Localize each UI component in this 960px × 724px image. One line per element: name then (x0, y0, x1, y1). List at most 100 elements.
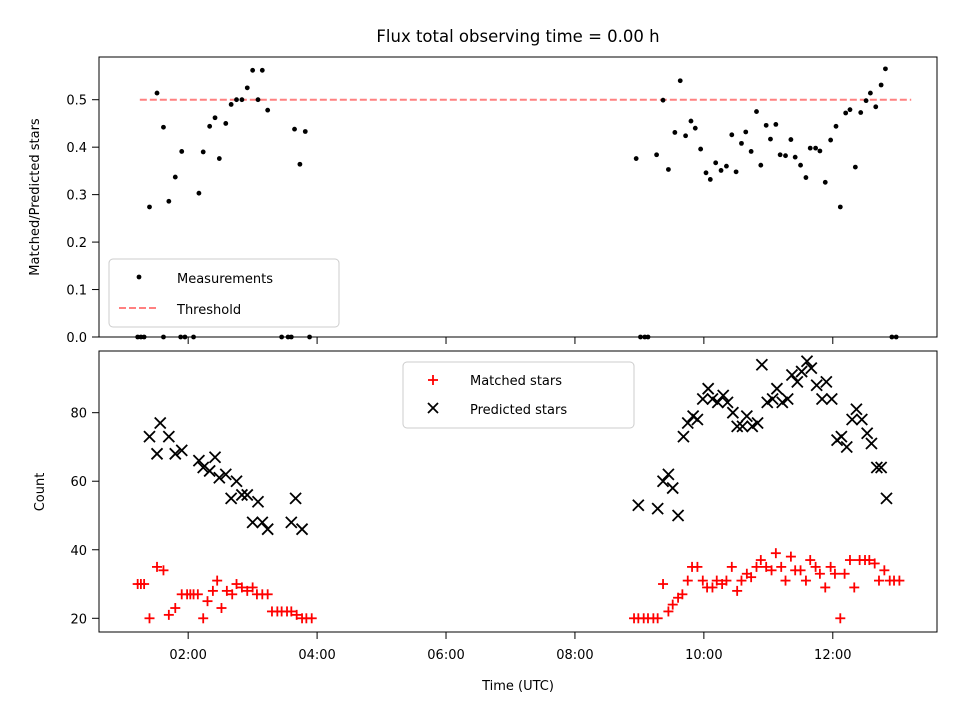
measurement-point (633, 156, 639, 161)
matched-star-point (152, 561, 163, 572)
count-xtick-label: 06:00 (427, 648, 464, 663)
matched-star-point (795, 565, 806, 576)
predicted-star-point (825, 392, 838, 406)
matched-star-point (212, 575, 223, 586)
predicted-star-point (256, 516, 269, 529)
matched-star-point (755, 555, 766, 566)
measurement-point (212, 115, 218, 121)
matched-star-point (751, 561, 762, 572)
ratio-ytick-label: 0.0 (66, 331, 87, 346)
measurement-point (807, 145, 813, 151)
legend-measurements-marker (136, 274, 142, 280)
matched-star-point (810, 561, 821, 572)
predicted-star-point (870, 461, 883, 474)
predicted-star-point (295, 523, 309, 536)
matched-star-point (663, 606, 674, 617)
measurement-point (763, 122, 769, 128)
measurement-point (718, 168, 724, 173)
predicted-star-point (761, 396, 774, 409)
matched-star-point (829, 568, 840, 579)
measurement-point (798, 162, 803, 168)
measurement-point (707, 177, 713, 182)
measurement-point (265, 107, 271, 113)
measurement-point (858, 110, 864, 115)
ratio-ytick-label: 0.2 (66, 236, 87, 251)
ratio-ytick-label: 0.1 (66, 284, 87, 299)
count-xtick-label: 12:00 (814, 648, 851, 663)
ratio-legend: Measurements Threshold (108, 258, 340, 328)
measurement-point (683, 133, 688, 139)
matched-star-point (216, 603, 227, 614)
measurement-point (743, 129, 749, 135)
measurement-point (729, 132, 735, 138)
measurement-point (161, 124, 166, 130)
predicted-star-point (261, 523, 274, 536)
measurement-point (154, 90, 160, 96)
matched-star-point (242, 585, 253, 596)
measurement-point (207, 123, 213, 129)
ratio-plot-panel: Matched/Predicted stars 0.0 0.1 0.2 0.3 0.4 0… (28, 56, 938, 346)
legend-matched-label: Matched stars (470, 374, 562, 389)
measurement-point (677, 78, 683, 84)
matched-star-point (770, 548, 781, 559)
predicted-star-point (230, 475, 243, 488)
matched-star-point (849, 582, 860, 593)
ratio-plot-frame (98, 56, 938, 338)
measurement-point (688, 118, 694, 124)
predicted-star-point (677, 430, 690, 443)
measurement-point (724, 163, 729, 169)
ratio-ytick-label: 0.5 (66, 94, 87, 109)
matched-star-point (697, 575, 708, 586)
count-ytick-label: 60 (70, 475, 87, 490)
measurement-point (297, 161, 303, 167)
matched-star-point (139, 579, 150, 590)
matched-star-point (247, 582, 258, 593)
count-plot-frame (98, 350, 938, 633)
measurement-point (733, 169, 739, 175)
matched-star-point (844, 555, 855, 566)
predicted-star-point (736, 420, 749, 433)
predicted-star-point (702, 382, 715, 395)
predicted-star-point (751, 416, 764, 430)
matched-star-point (766, 565, 777, 576)
predicted-star-point (810, 379, 823, 392)
measurement-point (292, 126, 297, 132)
measurement-point (698, 146, 704, 152)
matched-star-point (805, 555, 816, 566)
matched-star-point (236, 582, 247, 593)
count-xtick-label: 02:00 (169, 648, 206, 663)
count-ytick-label: 80 (70, 407, 87, 422)
count-xtick-label: 08:00 (556, 648, 593, 663)
measurement-point (255, 97, 261, 103)
predicted-star-point (175, 444, 188, 457)
matched-star-point (776, 561, 787, 572)
predicted-star-point (865, 437, 878, 450)
predicted-star-point (213, 471, 226, 484)
measurement-point (847, 107, 853, 113)
matched-star-point (306, 613, 317, 624)
matched-star-point (726, 561, 737, 572)
count-ytick-label: 40 (70, 544, 87, 559)
measurement-point (692, 125, 698, 131)
matched-star-point (873, 575, 884, 586)
predicted-star-point (651, 502, 664, 515)
matched-star-point (202, 596, 213, 607)
matched-star-point (667, 599, 678, 610)
measurement-point (777, 152, 783, 158)
predicted-star-point (770, 382, 784, 395)
predicted-star-point (162, 430, 175, 443)
ratio-ylabel: Matched/Predicted stars (28, 118, 43, 276)
matched-star-point (262, 589, 273, 600)
matched-star-point (707, 582, 718, 593)
predicted-star-point (874, 461, 888, 474)
predicted-star-point (805, 361, 818, 375)
measurement-point (259, 67, 265, 73)
predicted-star-point (711, 396, 724, 409)
matched-star-point (163, 609, 174, 620)
measurement-point (748, 149, 754, 154)
measurement-point (873, 104, 879, 110)
measurement-point (654, 152, 659, 158)
measurement-point (223, 121, 229, 126)
matched-star-point (761, 561, 772, 572)
predicted-star-point (855, 413, 868, 426)
